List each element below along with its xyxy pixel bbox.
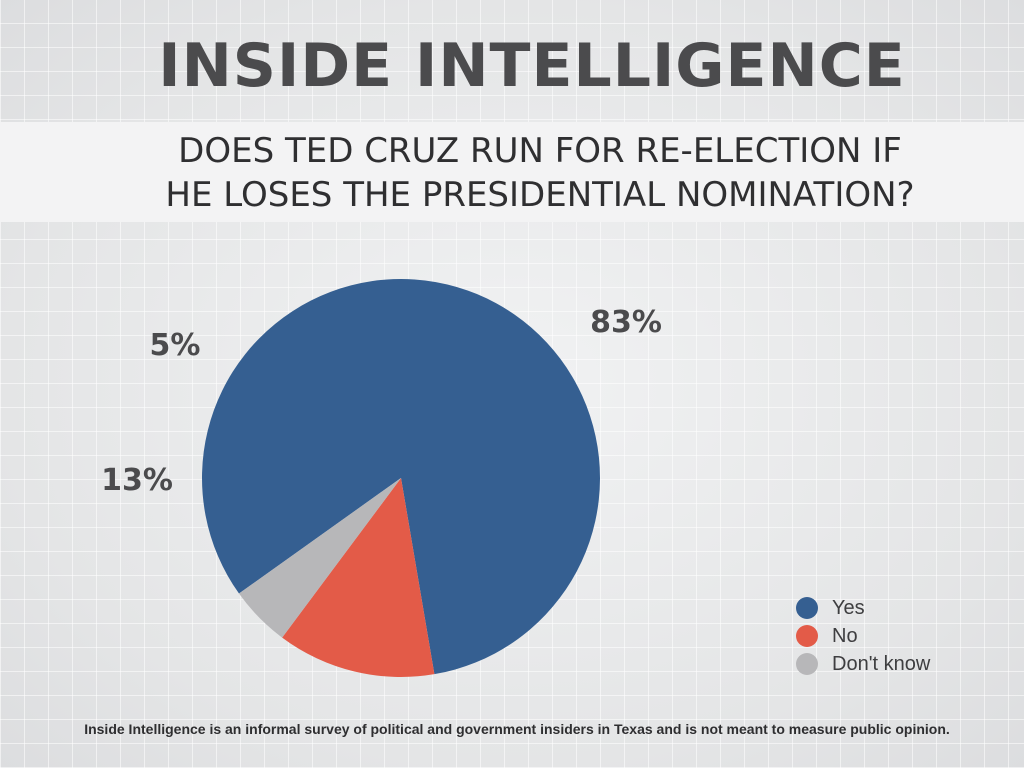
legend-label: No [832, 624, 858, 647]
slice-label-don-t-know: 5% [150, 328, 201, 363]
question-line-1: DOES TED CRUZ RUN FOR RE-ELECTION IF [178, 131, 902, 171]
question-line-2: HE LOSES THE PRESIDENTIAL NOMINATION? [165, 175, 915, 215]
legend-swatch [796, 653, 818, 675]
chart-legend: Yes No Don't know [796, 594, 930, 678]
legend-item-don-t-know: Don't know [796, 650, 930, 678]
pie-slice-yes [202, 278, 601, 675]
slice-label-no: 13% [101, 463, 173, 498]
pie-slice-don-t-know [238, 478, 401, 638]
legend-swatch [796, 597, 818, 619]
legend-label: Don't know [832, 652, 931, 675]
legend-item-yes: Yes [796, 594, 930, 622]
legend-item-no: No [796, 622, 930, 650]
slice-label-yes: 83% [590, 305, 662, 340]
footnote: Inside Intelligence is an informal surve… [84, 721, 950, 737]
legend-swatch [796, 625, 818, 647]
pie-slice-no [282, 478, 435, 677]
legend-label: Yes [832, 596, 865, 619]
question-band [0, 122, 1024, 222]
page-title: INSIDE INTELLIGENCE [158, 31, 906, 101]
question-text: DOES TED CRUZ RUN FOR RE-ELECTION IF HE … [0, 129, 1024, 217]
